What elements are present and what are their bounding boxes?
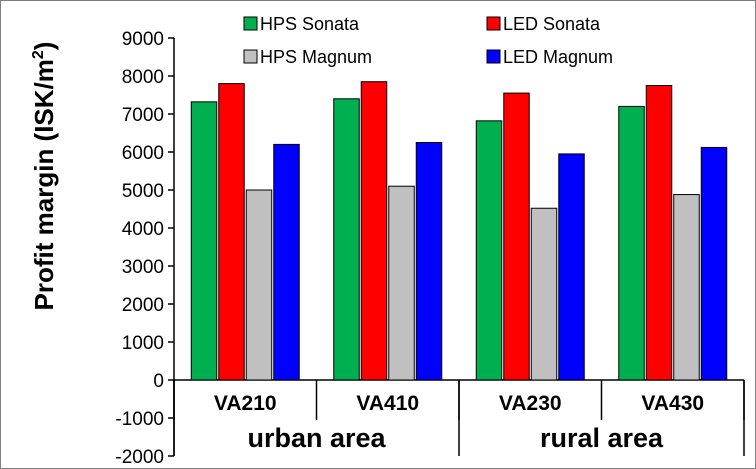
bar-hps-sonata-va410	[333, 98, 360, 381]
y-tick-label: 2000	[122, 295, 164, 316]
y-tick-label: -2000	[115, 447, 164, 468]
legend-swatch-led-sonata	[486, 16, 501, 31]
bar-led-sonata-va410	[360, 81, 388, 381]
label-layer: VA210 VA410 VA230 VA430 urban area rural area	[214, 392, 704, 453]
bar-led-magnum-va230	[558, 153, 585, 381]
y-axis-title: Profit margin (ISK/m2)	[29, 42, 59, 311]
y-tick-label: 5000	[122, 181, 164, 202]
bar-hps-magnum-va410	[388, 185, 415, 381]
bar-led-sonata-va430	[645, 85, 673, 381]
bar-hps-magnum-va430	[673, 194, 700, 381]
y-tick-label: 3000	[122, 257, 164, 278]
x-group-label: urban area	[247, 423, 386, 453]
bar-led-magnum-va210	[273, 143, 300, 381]
y-tick-label: 9000	[122, 29, 164, 50]
legend-swatch-led-magnum	[486, 49, 501, 64]
legend-label-hps-sonata: HPS Sonata	[260, 14, 360, 34]
y-tick-label: -1000	[115, 409, 164, 430]
bar-led-magnum-va410	[415, 142, 443, 381]
axis-layer: 9000 8000 7000 6000 5000 4000 3000 2000 1000 0 -10…	[115, 29, 745, 468]
legend: HPS Sonata LED Sonata HPS Magnum LED Magnum	[243, 14, 613, 67]
bar-hps-sonata-va210	[190, 101, 218, 381]
y-tick-label: 6000	[122, 143, 164, 164]
bar-layer	[190, 81, 728, 381]
y-axis-title-main: Profit margin (ISK/m	[29, 59, 59, 310]
x-category-label: VA430	[641, 392, 704, 415]
bar-hps-sonata-va230	[475, 120, 503, 381]
y-axis-title-suffix: )	[29, 42, 59, 51]
y-axis-title-superscript: 2	[30, 50, 47, 59]
bar-led-magnum-va430	[700, 146, 728, 381]
y-tick-label: 4000	[122, 219, 164, 240]
x-category-label: VA230	[499, 392, 562, 415]
legend-label-hps-magnum: HPS Magnum	[260, 47, 372, 67]
bar-hps-magnum-va210	[245, 189, 273, 381]
bar-led-sonata-va230	[503, 92, 530, 381]
legend-label-led-sonata: LED Sonata	[503, 14, 601, 34]
bar-led-sonata-va210	[218, 83, 245, 381]
y-tick-label: 0	[153, 371, 164, 392]
x-category-label: VA210	[214, 392, 277, 415]
bar-hps-magnum-va230	[530, 207, 558, 381]
y-tick-label: 8000	[122, 67, 164, 88]
legend-label-led-magnum: LED Magnum	[503, 47, 613, 67]
legend-swatch-hps-magnum	[243, 49, 258, 64]
bar-hps-sonata-va430	[618, 105, 645, 381]
x-group-label: rural area	[540, 423, 664, 453]
y-tick-label: 1000	[122, 333, 164, 354]
legend-swatch-hps-sonata	[243, 16, 258, 31]
x-category-label: VA410	[356, 392, 419, 415]
y-tick-label: 7000	[122, 105, 164, 126]
